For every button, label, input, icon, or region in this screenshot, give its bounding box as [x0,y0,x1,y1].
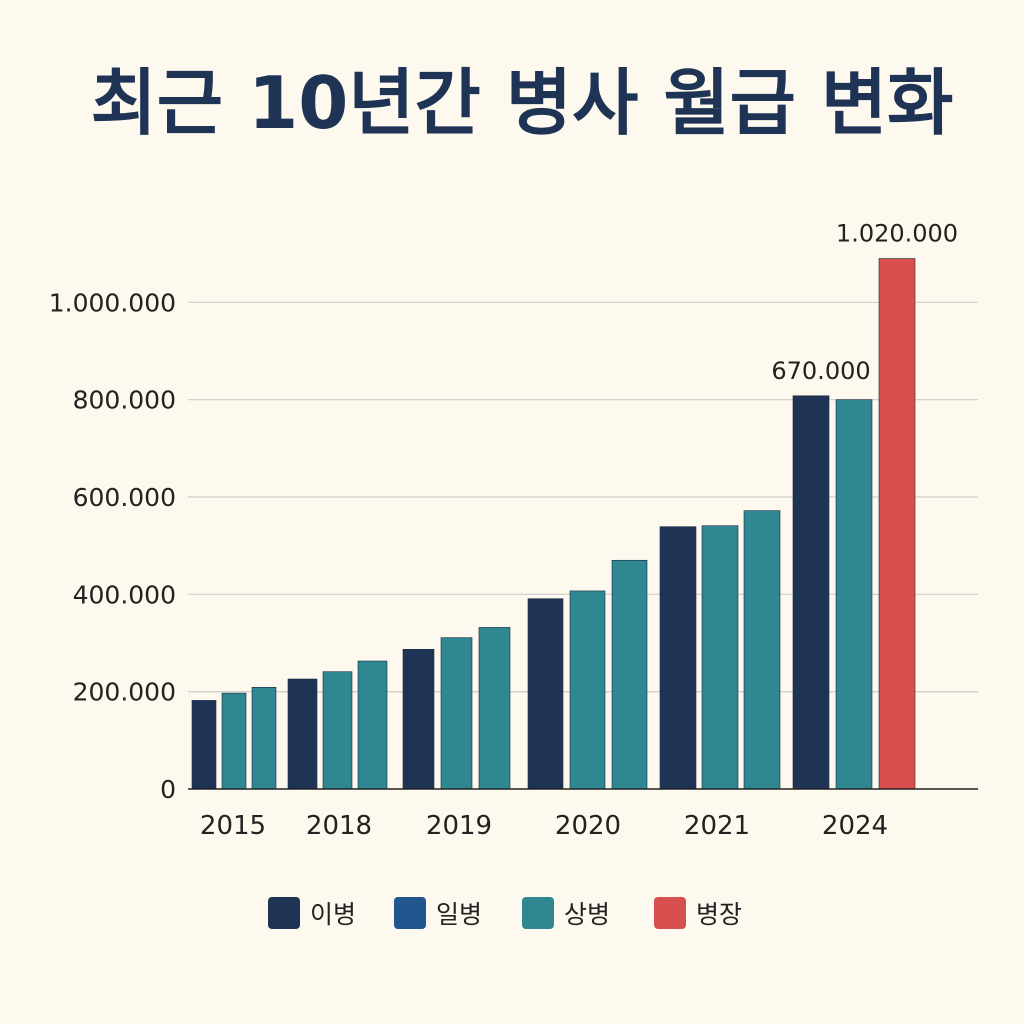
bar-2024-병장 [878,258,916,790]
legend-label: 일병 [436,900,482,929]
x-category-label: 2015 [200,811,266,841]
x-category-label: 2021 [684,811,750,841]
y-tick-label: 400.000 [73,580,176,609]
legend-label: 병장 [696,900,742,929]
bar-2015-이병 [191,700,217,790]
data-labels: 670.000 1.020.000 [771,220,958,385]
bar-2018-상병 [357,660,388,790]
legend: 이병 일병 상병 병장 [268,897,742,929]
data-label: 1.020.000 [836,220,958,248]
x-category-label: 2019 [426,811,492,841]
bar-2019-상병 [478,627,511,790]
bar-2020-상병 [569,590,606,790]
bars [191,258,916,790]
bar-2018-이병 [287,678,318,790]
y-tick-label: 200.000 [73,678,176,707]
x-category-label: 2018 [306,811,372,841]
x-axis-categories: 2015 2018 2019 2020 2021 2024 [200,811,888,841]
legend-label: 상병 [564,900,610,929]
bar-2020-이병 [527,598,564,790]
chart-title: 최근 10년간 병사 월급 변화 [91,61,954,145]
y-tick-label: 600.000 [73,483,176,512]
legend-swatch [268,897,300,929]
y-tick-label: 1.000.000 [49,288,176,317]
legend-label: 이병 [310,900,356,929]
bar-2019-상병 [440,637,473,790]
bar-2020-상병 [611,559,648,790]
bar-2024-상병 [835,399,873,790]
x-category-label: 2020 [555,811,621,841]
bar-2021-상병 [701,525,739,790]
bar-2015-상병 [221,692,247,790]
bar-2018-상병 [322,671,353,790]
bar-2024-이병 [792,395,830,790]
bar-2021-이병 [659,526,697,790]
legend-swatch [654,897,686,929]
bar-2019-이병 [402,649,435,790]
legend-swatch [522,897,554,929]
data-label: 670.000 [771,357,870,385]
bar-2021-상병 [743,510,781,790]
y-axis-ticks: 0 200.000 400.000 600.000 800.000 1.000.000 [49,288,176,804]
legend-swatch [394,897,426,929]
x-category-label: 2024 [822,811,888,841]
y-tick-label: 0 [160,775,176,804]
y-tick-label: 800.000 [73,386,176,415]
bar-2015-상병 [251,686,277,790]
